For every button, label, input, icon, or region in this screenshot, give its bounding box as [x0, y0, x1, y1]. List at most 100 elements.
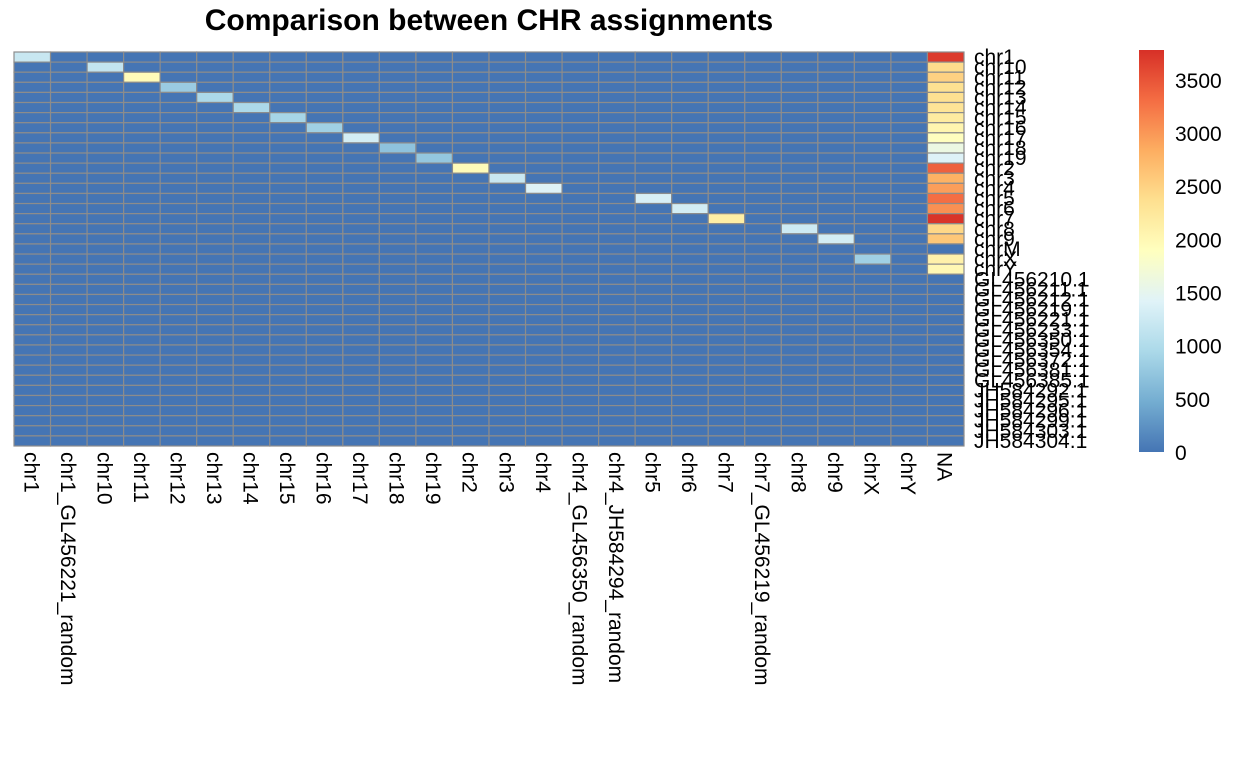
heatmap-cell — [488, 91, 527, 104]
heatmap-cell — [269, 415, 307, 427]
heatmap-cell — [780, 51, 819, 63]
heatmap-cell — [269, 243, 307, 255]
heatmap-cell — [926, 253, 965, 265]
heatmap-cell — [671, 415, 709, 427]
heatmap-cell — [634, 192, 673, 205]
heatmap-cell — [123, 152, 161, 164]
heatmap-cell — [744, 71, 782, 83]
heatmap-cell — [196, 122, 234, 134]
heatmap-cell — [926, 303, 965, 316]
heatmap-cell — [780, 334, 819, 346]
heatmap-cell — [159, 132, 198, 144]
heatmap-cell — [451, 172, 490, 184]
heatmap-cell — [86, 61, 125, 73]
heatmap-cell — [451, 202, 490, 215]
heatmap-cell — [744, 91, 782, 104]
heatmap-cell — [561, 132, 600, 144]
heatmap-cell — [561, 354, 600, 366]
heatmap-cell — [524, 354, 563, 366]
heatmap-cell — [49, 213, 88, 225]
heatmap-cell — [159, 192, 198, 205]
heatmap-cell — [13, 223, 52, 235]
heatmap-cell — [890, 182, 929, 195]
heatmap-cell — [451, 223, 490, 235]
heatmap-cell — [451, 334, 490, 346]
heatmap-cell — [232, 314, 271, 326]
heatmap-cell — [415, 394, 454, 407]
heatmap-cell — [561, 142, 600, 154]
column-label: chr18 — [385, 452, 408, 505]
heatmap-cell — [451, 344, 490, 356]
heatmap-cell — [196, 334, 234, 346]
heatmap-cell — [524, 192, 563, 205]
row-label: GL456212.1 — [974, 289, 1090, 312]
heatmap-cell — [159, 425, 198, 437]
heatmap-cell — [342, 344, 380, 356]
heatmap-cell — [744, 223, 782, 235]
heatmap-cell — [269, 172, 307, 184]
heatmap-cell — [378, 314, 417, 326]
heatmap-cell — [817, 354, 855, 366]
heatmap-cell — [671, 101, 709, 114]
heatmap-cell — [305, 283, 344, 296]
heatmap-cell — [817, 324, 855, 336]
heatmap-cell — [86, 142, 125, 154]
heatmap-cell — [159, 91, 198, 104]
heatmap-cell — [488, 354, 527, 366]
heatmap-cell — [634, 223, 673, 235]
heatmap-cell — [86, 354, 125, 366]
heatmap-cell — [451, 415, 490, 427]
heatmap-cell — [634, 263, 673, 275]
heatmap-cell — [232, 334, 271, 346]
heatmap-cell — [671, 354, 709, 366]
heatmap-cell — [86, 344, 125, 356]
heatmap-cell — [598, 91, 636, 104]
heatmap-cell — [926, 142, 965, 154]
heatmap-cell — [598, 384, 636, 397]
heatmap-cell — [634, 172, 673, 184]
heatmap-cell — [890, 112, 929, 124]
heatmap-cell — [305, 101, 344, 114]
heatmap-cell — [232, 172, 271, 184]
heatmap-cell — [159, 101, 198, 114]
heatmap-cell — [817, 213, 855, 225]
heatmap-cell — [853, 172, 892, 184]
heatmap-cell — [671, 364, 709, 376]
heatmap-cell — [561, 122, 600, 134]
heatmap-cell — [671, 122, 709, 134]
heatmap-cell — [232, 273, 271, 285]
heatmap-cell — [378, 425, 417, 437]
heatmap-cell — [561, 344, 600, 356]
heatmap-cell — [488, 435, 527, 447]
column-label: chr8 — [787, 452, 810, 493]
heatmap-cell — [378, 293, 417, 306]
heatmap-cell — [817, 415, 855, 427]
heatmap-cell — [49, 263, 88, 275]
heatmap-cell — [49, 354, 88, 366]
heatmap-cell — [817, 152, 855, 164]
heatmap-cell — [305, 112, 344, 124]
row-label: chr16 — [974, 117, 1027, 140]
heatmap-cell — [342, 243, 380, 255]
heatmap-cell — [524, 162, 563, 174]
heatmap-cell — [415, 334, 454, 346]
heatmap-cell — [451, 303, 490, 316]
heatmap-cell — [378, 364, 417, 376]
heatmap-cell — [853, 223, 892, 235]
heatmap-cell — [86, 374, 125, 386]
heatmap-cell — [451, 91, 490, 104]
heatmap-cell — [86, 223, 125, 235]
heatmap-cell — [232, 303, 271, 316]
heatmap-cell — [598, 112, 636, 124]
heatmap-cell — [707, 425, 746, 437]
heatmap-cell — [196, 425, 234, 437]
heatmap-cell — [232, 404, 271, 417]
heatmap-cell — [86, 202, 125, 215]
heatmap-cell — [707, 354, 746, 366]
heatmap-cell — [49, 122, 88, 134]
heatmap-cell — [926, 71, 965, 83]
heatmap-cell — [378, 384, 417, 397]
heatmap-cell — [780, 293, 819, 306]
heatmap-cell — [232, 324, 271, 336]
heatmap-cell — [49, 61, 88, 73]
